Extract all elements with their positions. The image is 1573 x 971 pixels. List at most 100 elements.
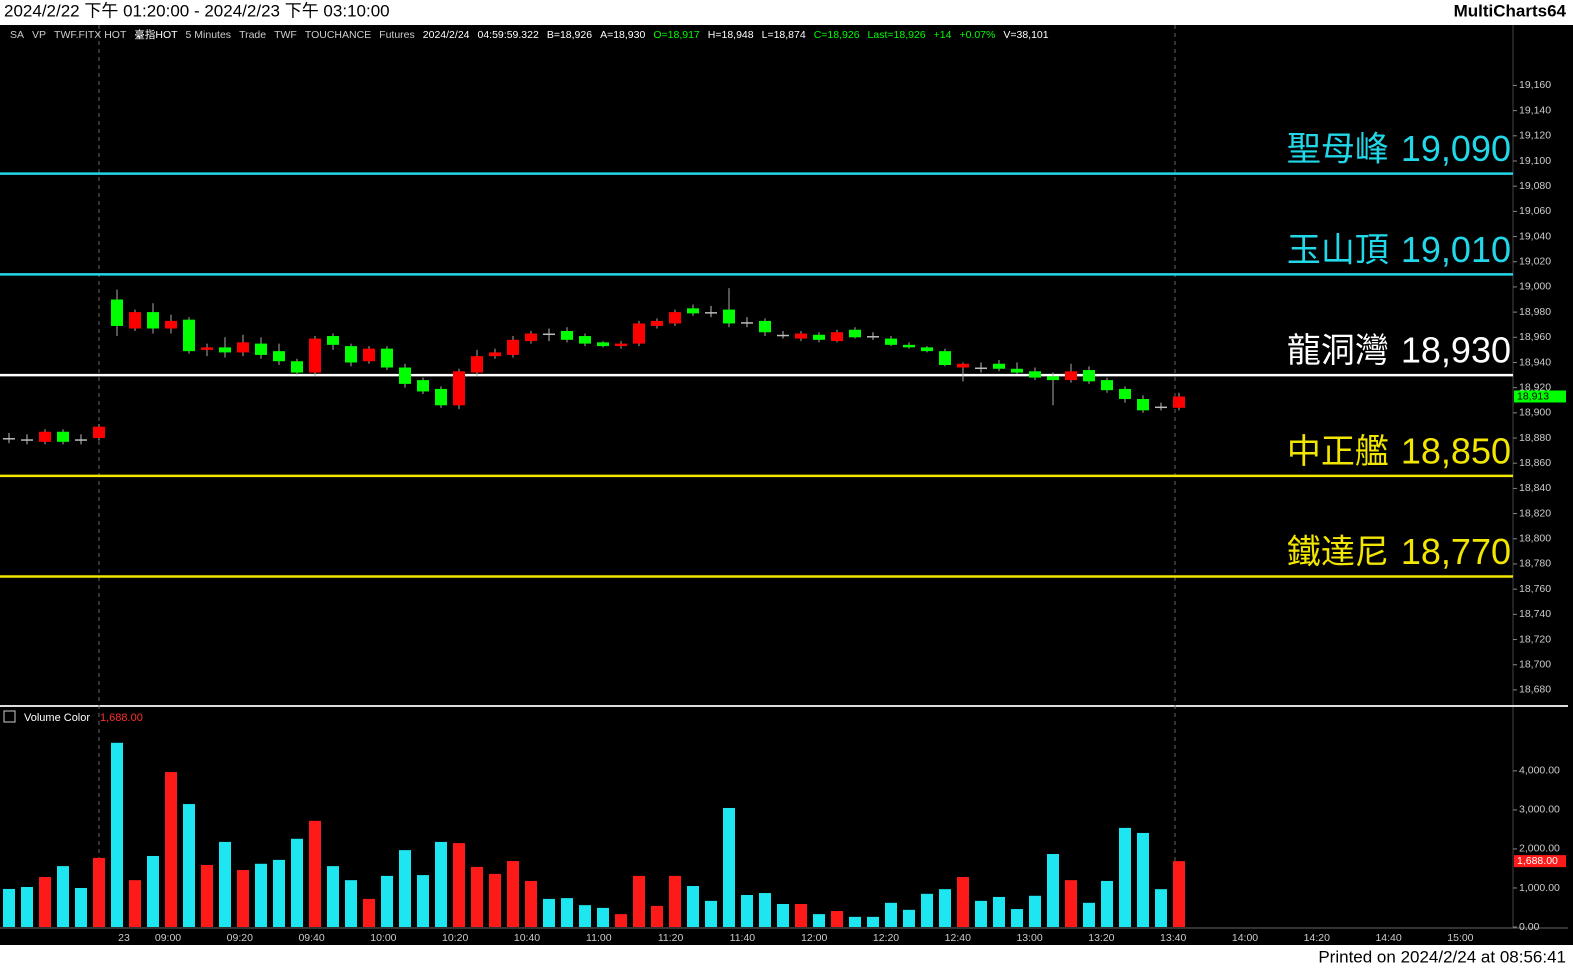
volume-bar [75, 887, 87, 927]
y-tick-label: 18,720 [1519, 633, 1551, 645]
volume-bar [39, 877, 51, 927]
time-label: 10:40 [514, 932, 540, 944]
y-tick-label: 19,120 [1519, 130, 1551, 142]
volume-bar [1101, 880, 1113, 927]
volume-bar [201, 864, 213, 927]
y-tick-label: 18,800 [1519, 533, 1551, 545]
volume-current: 1,688.00 [100, 712, 143, 724]
candle-body [1047, 376, 1059, 381]
y-tick-label: 19,100 [1519, 155, 1551, 167]
volume-bar [309, 820, 321, 927]
candle-body [471, 356, 483, 373]
volume-bar [525, 880, 537, 927]
app-name: MultiCharts64 [1454, 1, 1567, 20]
candle-body [1101, 380, 1113, 391]
level-name: 龍洞灣 [1287, 332, 1389, 370]
y-tick-label: 19,140 [1519, 104, 1551, 116]
y-tick-label: 18,920 [1519, 381, 1551, 393]
candle-body [651, 320, 663, 326]
volume-bar [363, 898, 375, 927]
info-item: 臺指HOT [134, 28, 178, 41]
info-item: 5 Minutes [186, 29, 232, 41]
info-item: Last=18,926 [868, 29, 926, 41]
y-tick-label: 18,680 [1519, 684, 1551, 696]
volume-bar [633, 875, 645, 927]
volume-bar [291, 838, 303, 927]
date-range: 2024/2/22 下午 01:20:00 - 2024/2/23 下午 03:… [4, 1, 390, 20]
y-tick-label: 18,880 [1519, 432, 1551, 444]
candle-body [435, 388, 447, 406]
time-label: 15:00 [1447, 932, 1473, 944]
candle-body [453, 371, 465, 406]
candle-body [1083, 370, 1095, 382]
level-value: 19,010 [1401, 229, 1511, 270]
candle-body [831, 332, 843, 342]
candle-body [1173, 396, 1185, 408]
volume-bar [1173, 861, 1185, 927]
volume-bar [219, 841, 231, 927]
candle-body [21, 439, 33, 441]
candle-body [309, 338, 321, 373]
info-item: B=18,926 [547, 29, 592, 41]
candle-body [327, 336, 339, 345]
volume-bar [1011, 909, 1023, 927]
time-label: 14:20 [1304, 932, 1330, 944]
candle-body [201, 347, 213, 350]
candle-body [255, 343, 267, 355]
candle-body [867, 336, 879, 338]
volume-bar [345, 880, 357, 927]
volume-bar [993, 896, 1005, 927]
volume-bar [651, 905, 663, 927]
info-item: H=18,948 [708, 29, 754, 41]
volume-bar [723, 807, 735, 927]
volume-bar [903, 909, 915, 927]
y-tick-label: 18,840 [1519, 482, 1551, 494]
candle-body [669, 312, 681, 324]
y-tick-label: 19,040 [1519, 230, 1551, 242]
info-item: A=18,930 [600, 29, 645, 41]
volume-bar [3, 888, 15, 927]
candle-body [363, 348, 375, 362]
time-label: 09:20 [227, 932, 253, 944]
volume-bar [417, 875, 429, 927]
info-item: Trade [239, 29, 266, 41]
candle-body [705, 312, 717, 314]
footer-text: Printed on 2024/2/24 at 08:56:41 [1318, 947, 1566, 966]
volume-bar [669, 875, 681, 927]
volume-bar [435, 841, 447, 927]
volume-bar [111, 742, 123, 927]
candle-body [39, 431, 51, 442]
candle-body [3, 438, 15, 440]
y-tick-label: 19,160 [1519, 79, 1551, 91]
volume-bar [1029, 895, 1041, 927]
candle-body [939, 351, 951, 365]
candle-body [1011, 368, 1023, 373]
y-tick-label: 18,960 [1519, 331, 1551, 343]
volume-bar [597, 907, 609, 927]
volume-current-box [1514, 855, 1566, 868]
close-box[interactable] [3, 710, 16, 723]
y-tick-label: 1,000.00 [1519, 882, 1560, 894]
candle-body [813, 334, 825, 340]
volume-bar [885, 902, 897, 927]
candle-body [381, 348, 393, 368]
footer-bar [0, 945, 1573, 971]
candle-body [291, 361, 303, 373]
info-item: 04:59:59.322 [478, 29, 539, 41]
info-item: O=18,917 [653, 29, 700, 41]
volume-bar [687, 886, 699, 927]
candle-body [723, 309, 735, 324]
y-tick-label: 2,000.00 [1519, 843, 1560, 855]
y-tick-label: 18,740 [1519, 608, 1551, 620]
volume-bar [759, 893, 771, 927]
level-value: 18,770 [1401, 531, 1511, 572]
y-tick-label: 3,000.00 [1519, 804, 1560, 816]
level-name: 聖母峰 [1287, 131, 1389, 169]
y-tick-label: 19,020 [1519, 256, 1551, 268]
y-tick-label: 19,080 [1519, 180, 1551, 192]
time-label: 12:40 [945, 932, 971, 944]
candle-body [777, 334, 789, 337]
volume-bar [165, 772, 177, 927]
volume-bar [1137, 832, 1149, 927]
